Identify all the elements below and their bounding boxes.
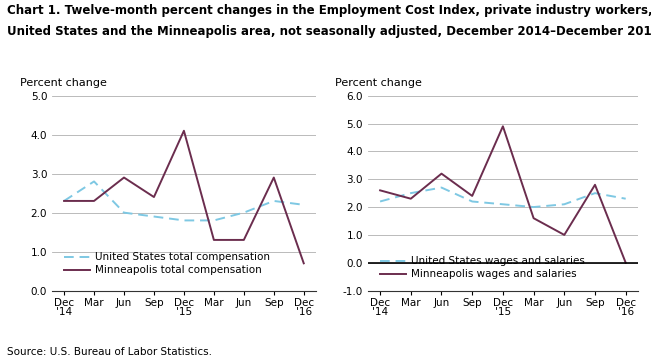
Minneapolis wages and salaries: [561, 233, 568, 237]
Minneapolis total compensation: [120, 175, 128, 180]
United States total compensation: [120, 210, 128, 215]
United States total compensation: [270, 199, 278, 203]
Minneapolis wages and salaries: [407, 196, 415, 201]
United States total compensation: [60, 199, 68, 203]
Line: United States wages and salaries: United States wages and salaries: [380, 188, 626, 207]
United States total compensation: [210, 218, 218, 223]
Minneapolis wages and salaries: [622, 261, 630, 265]
Text: Percent change: Percent change: [335, 78, 422, 88]
Minneapolis total compensation: [60, 199, 68, 203]
Text: Chart 1. Twelve-month percent changes in the Employment Cost Index, private indu: Chart 1. Twelve-month percent changes in…: [7, 4, 651, 17]
Minneapolis wages and salaries: [591, 183, 599, 187]
Minneapolis total compensation: [240, 238, 248, 242]
Minneapolis wages and salaries: [468, 194, 476, 198]
United States total compensation: [240, 210, 248, 215]
Minneapolis total compensation: [150, 195, 158, 199]
Line: Minneapolis wages and salaries: Minneapolis wages and salaries: [380, 126, 626, 263]
Minneapolis total compensation: [270, 175, 278, 180]
Text: United States and the Minneapolis area, not seasonally adjusted, December 2014–D: United States and the Minneapolis area, …: [7, 25, 651, 38]
Minneapolis wages and salaries: [499, 124, 507, 129]
United States wages and salaries: [468, 199, 476, 204]
Legend: United States wages and salaries, Minneapolis wages and salaries: United States wages and salaries, Minnea…: [376, 252, 589, 283]
United States total compensation: [150, 214, 158, 219]
Minneapolis total compensation: [90, 199, 98, 203]
United States total compensation: [300, 203, 308, 207]
United States wages and salaries: [407, 191, 415, 195]
Legend: United States total compensation, Minneapolis total compensation: United States total compensation, Minnea…: [60, 248, 275, 279]
Text: Source: U.S. Bureau of Labor Statistics.: Source: U.S. Bureau of Labor Statistics.: [7, 347, 212, 357]
Minneapolis wages and salaries: [530, 216, 538, 220]
United States wages and salaries: [622, 196, 630, 201]
Minneapolis total compensation: [210, 238, 218, 242]
United States wages and salaries: [499, 202, 507, 206]
Minneapolis wages and salaries: [376, 188, 384, 192]
United States wages and salaries: [376, 199, 384, 204]
Minneapolis total compensation: [180, 129, 188, 133]
Line: United States total compensation: United States total compensation: [64, 182, 304, 221]
United States wages and salaries: [437, 186, 445, 190]
Text: Percent change: Percent change: [20, 78, 107, 88]
United States total compensation: [180, 218, 188, 223]
United States wages and salaries: [561, 202, 568, 206]
United States total compensation: [90, 179, 98, 184]
United States wages and salaries: [530, 205, 538, 209]
Minneapolis wages and salaries: [437, 171, 445, 176]
Line: Minneapolis total compensation: Minneapolis total compensation: [64, 131, 304, 263]
Minneapolis total compensation: [300, 261, 308, 265]
United States wages and salaries: [591, 191, 599, 195]
